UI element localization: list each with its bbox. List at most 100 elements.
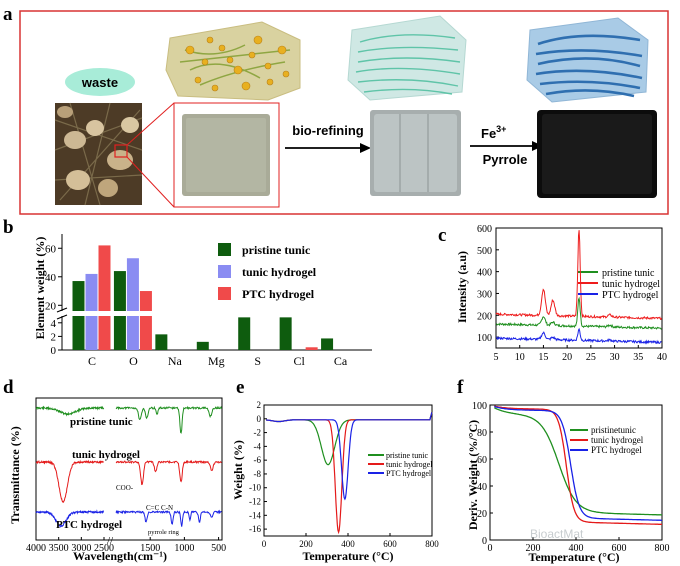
chart-b: 20 40 60 0 24 C O Na Mg S Cl Ca pristine tunic tunic … — [45, 234, 372, 368]
zoom-line-top — [126, 102, 175, 146]
bar-Na-0 — [155, 334, 168, 350]
x-tick-label: 0 — [488, 543, 493, 554]
bio-refining-arrow: bio-refining — [285, 123, 371, 153]
bar-Ca-0 — [321, 338, 334, 350]
legend-label: PTC hydrogel — [591, 445, 642, 455]
particle-dot — [248, 51, 256, 59]
x-tick-label: 200 — [526, 543, 541, 554]
y-tick-label: 0 — [51, 345, 57, 357]
x-tick-label: 500 — [211, 543, 226, 554]
annotation: C=C C-N — [146, 504, 173, 512]
legend-label: tunic hydrogel — [591, 435, 644, 445]
panel-f-letter: f — [457, 377, 464, 398]
legend-label: tunic hydrogel — [602, 279, 660, 290]
y-tick-label: 300 — [477, 289, 492, 300]
bar-Cl-2 — [305, 347, 318, 350]
bar-Cl-0 — [279, 317, 292, 350]
legend-label: tunic hydrogel — [242, 265, 317, 279]
series-label: pristine tunic — [70, 416, 133, 428]
sample-pristine-tunic — [173, 102, 280, 208]
tga-line-1 — [494, 405, 662, 525]
legend-label: PTC hydrogel — [386, 469, 432, 478]
y-tick-label: 600 — [477, 224, 492, 235]
panel-c: c Intensity (a.u) 5 10 15 20 25 30 35 40 100 200 3… — [438, 224, 667, 363]
y-tick-label: 2 — [51, 331, 57, 343]
plot-frame — [495, 227, 663, 349]
panel-e: e Weight (%) Temperature (°C) 0 200 400 600… — [231, 377, 439, 563]
y-tick-label: -6 — [254, 455, 262, 465]
dtg-line-2 — [266, 412, 433, 501]
particle-dot — [266, 78, 274, 86]
x-tick-label: 800 — [425, 539, 439, 549]
bar-Mg-0 — [196, 341, 209, 350]
x-tick-label: 800 — [655, 543, 670, 554]
bar-C-1-lower — [85, 316, 98, 350]
sample-ptc-hydrogel — [537, 110, 657, 198]
y-tick-label: 0 — [482, 536, 487, 547]
x-tick-label: O — [129, 354, 138, 368]
waste-bubble — [65, 68, 135, 96]
tga-line-2 — [494, 405, 662, 521]
ftir-line-2 — [35, 509, 222, 528]
y-tick-label: -10 — [249, 483, 261, 493]
x-tick-label: 400 — [341, 539, 355, 549]
annotation: pyrrole ring — [148, 529, 180, 536]
x-tick-label: 15 — [538, 352, 548, 363]
particle-dot — [277, 45, 287, 55]
ftir-line-1 — [35, 459, 222, 504]
x-tick-label: 1000 — [174, 543, 194, 554]
y-tick-label: 60 — [477, 455, 487, 466]
particle-dot — [264, 62, 272, 70]
bar-S-0 — [238, 317, 251, 350]
x-tick-label: 20 — [562, 352, 572, 363]
x-tick-label: 35 — [633, 352, 643, 363]
bar-O-0 — [113, 271, 126, 311]
legend-label: PTC hydrogel — [242, 287, 315, 301]
legend-swatch — [218, 265, 231, 278]
xrd-line-0 — [495, 296, 662, 330]
tga-line-0 — [493, 407, 662, 516]
schematic-hydrogel — [347, 15, 467, 101]
legend-label: pristine tunic — [602, 268, 655, 279]
x-tick-label: 600 — [612, 543, 627, 554]
watermark: BioactMat — [530, 527, 584, 541]
fe-label: Fe3+ — [481, 124, 506, 141]
schematic-particles — [185, 35, 290, 92]
x-tick-label: 40 — [657, 352, 667, 363]
axis-break-mark: // — [107, 535, 114, 547]
legend-label: PTC hydrogel — [602, 290, 659, 301]
x-tick-label: 25 — [586, 352, 596, 363]
panel-e-xlabel: Temperature (°C) — [302, 549, 393, 563]
particle-dot — [185, 45, 195, 55]
y-tick-label: 80 — [477, 428, 487, 439]
y-tick-label: -12 — [249, 497, 261, 507]
ftir-line-0 — [35, 405, 223, 434]
particle-dot — [226, 56, 234, 64]
panel-c-letter: c — [438, 225, 446, 246]
zoom-line-bottom — [126, 156, 175, 208]
chart-f: 0 200 400 600 800 0 20 40 60 80 100 pristinetunictu… — [472, 401, 670, 554]
y-tick-label: 0 — [257, 414, 262, 424]
legend-label: pristine tunic — [242, 243, 311, 257]
bio-refining-label: bio-refining — [292, 123, 364, 138]
panel-a: a waste — [3, 4, 669, 215]
axis-break-mark — [56, 314, 68, 320]
particle-dot — [233, 65, 243, 75]
x-tick-label: 1500 — [140, 543, 160, 554]
legend-label: tunic hydrogel — [386, 460, 433, 469]
series-label: tunic hydrogel — [72, 449, 140, 461]
bar-O-1 — [126, 258, 139, 311]
bar-O-0-lower — [113, 316, 126, 350]
x-tick-label: 400 — [569, 543, 584, 554]
x-tick-label: 10 — [515, 352, 525, 363]
bar-C-0-lower — [72, 316, 85, 350]
x-tick-label: Ca — [334, 354, 348, 368]
chart-d: // 4000 3500 3000 2500 1500 1000 500 pristine tu… — [26, 397, 226, 554]
y-tick-label: -14 — [249, 510, 261, 520]
y-tick-label: -4 — [254, 441, 262, 451]
y-tick-label: 60 — [45, 243, 57, 255]
particle-dot — [201, 58, 209, 66]
x-tick-label: 4000 — [26, 543, 46, 554]
y-tick-label: 100 — [472, 401, 487, 412]
